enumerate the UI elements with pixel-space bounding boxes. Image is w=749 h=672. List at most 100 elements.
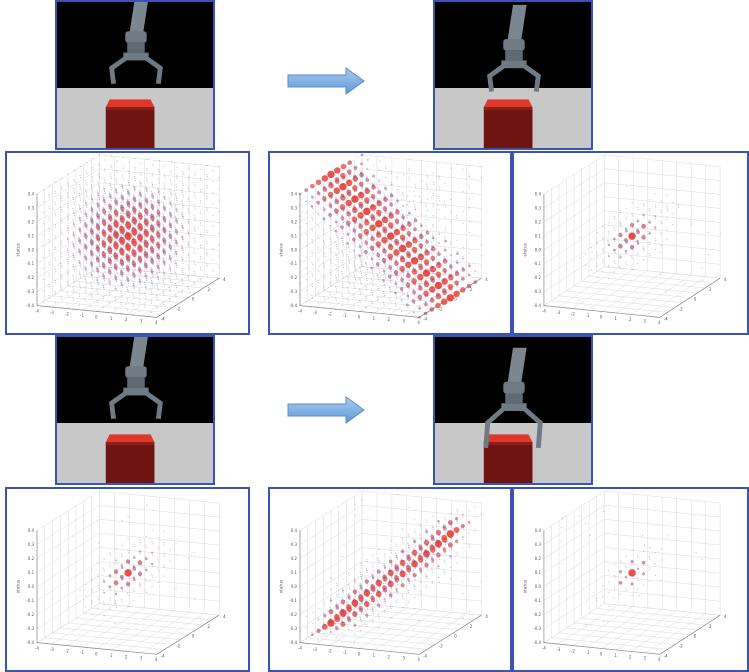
scatter-point	[366, 159, 369, 161]
scatter-point	[200, 213, 202, 215]
scatter-point	[115, 568, 117, 571]
scatter-point	[430, 297, 434, 300]
scatter-point	[60, 262, 62, 264]
scatter-point	[403, 241, 405, 243]
scatter-point	[440, 298, 448, 305]
scatter-point	[144, 239, 147, 242]
scatter-point	[304, 188, 309, 192]
x-tick-label: -4	[35, 308, 39, 313]
scatter-point	[84, 242, 86, 244]
scatter-point	[341, 262, 344, 264]
scatter-point	[412, 311, 415, 314]
scatter-point	[163, 553, 165, 555]
scatter-point	[218, 221, 220, 224]
scatter-point	[449, 264, 453, 269]
scatter-point	[139, 301, 141, 303]
scatter-point	[110, 222, 112, 224]
scatter-point	[383, 281, 385, 284]
scatter-point	[168, 222, 172, 227]
scatter-point	[419, 196, 421, 198]
scatter-point	[660, 245, 662, 247]
scatter-point	[193, 181, 195, 183]
scatter-point	[98, 232, 100, 234]
scatter-point	[348, 260, 350, 262]
scatter-point	[377, 603, 381, 608]
scatter-point	[67, 173, 69, 176]
scatter-point	[175, 264, 178, 267]
scatter-point	[151, 182, 153, 184]
scatter-point	[643, 216, 645, 218]
scatter-point	[414, 579, 417, 581]
scatter-point	[36, 260, 38, 262]
scatter-point	[206, 265, 208, 267]
scatter-point	[366, 268, 368, 270]
scatter-point	[310, 183, 315, 189]
x-tick-label: -2	[65, 311, 69, 316]
scatter-point	[360, 270, 362, 272]
scatter-point	[206, 220, 208, 222]
scatter-point	[366, 168, 369, 170]
scatter-point	[114, 308, 116, 310]
scatter-point	[660, 222, 662, 225]
scatter-point	[360, 564, 362, 566]
scatter-point	[73, 248, 75, 250]
scatter-point	[341, 598, 344, 601]
scatter-point	[402, 528, 404, 530]
scatter-point	[115, 562, 118, 564]
scatter-point	[299, 293, 301, 296]
scatter-point	[677, 217, 680, 220]
scatter-point	[382, 571, 385, 573]
scatter-point	[397, 494, 399, 496]
scatter-point	[389, 592, 391, 594]
scatter-point	[78, 215, 80, 217]
scatter-point	[342, 286, 344, 288]
scatter-point	[324, 255, 326, 258]
scatter-point	[401, 301, 403, 303]
scatter-point	[353, 588, 355, 591]
scatter-point	[120, 257, 122, 259]
scatter-point	[419, 566, 421, 568]
scatter-point	[115, 169, 118, 171]
scatter-point	[411, 549, 418, 556]
scatter-point	[391, 172, 393, 175]
scatter-point	[396, 189, 399, 191]
scatter-point	[408, 268, 410, 270]
scatter-point	[115, 602, 117, 604]
scatter-point	[372, 282, 374, 285]
scatter-point	[330, 577, 332, 579]
scatter-point	[390, 538, 392, 540]
scatter-point	[460, 523, 465, 529]
scatter-point	[431, 275, 433, 277]
scatter-point	[349, 262, 351, 264]
scatter-point	[170, 183, 172, 185]
scatter-point	[175, 287, 178, 289]
scatter-point	[400, 549, 405, 554]
scatter-point	[55, 270, 57, 273]
scatter-point	[107, 234, 112, 239]
scatter-point	[54, 190, 56, 192]
scatter-point	[86, 206, 88, 208]
scatter-point	[401, 198, 403, 201]
scatter-point	[156, 241, 160, 246]
scatter-point	[206, 622, 208, 624]
scatter-point	[435, 271, 442, 278]
scatter-point	[336, 268, 338, 270]
scatter-point	[163, 283, 165, 285]
scatter-point	[395, 599, 398, 601]
scatter-point	[450, 167, 452, 169]
scatter-point	[114, 218, 116, 221]
x-tick-label: -3	[313, 647, 317, 652]
scatter-point	[444, 227, 446, 229]
scatter-point	[66, 249, 69, 252]
scatter-point	[637, 579, 639, 581]
scatter-point	[341, 304, 343, 306]
scatter-point	[187, 277, 190, 279]
scatter-point	[608, 222, 610, 224]
scatter-point	[383, 584, 385, 587]
scatter-point	[317, 618, 320, 621]
scatter-point	[361, 198, 363, 201]
scatter-point	[648, 567, 650, 569]
scatter-point	[630, 255, 633, 257]
scatter-point	[175, 275, 178, 278]
scatter-point	[72, 275, 74, 277]
